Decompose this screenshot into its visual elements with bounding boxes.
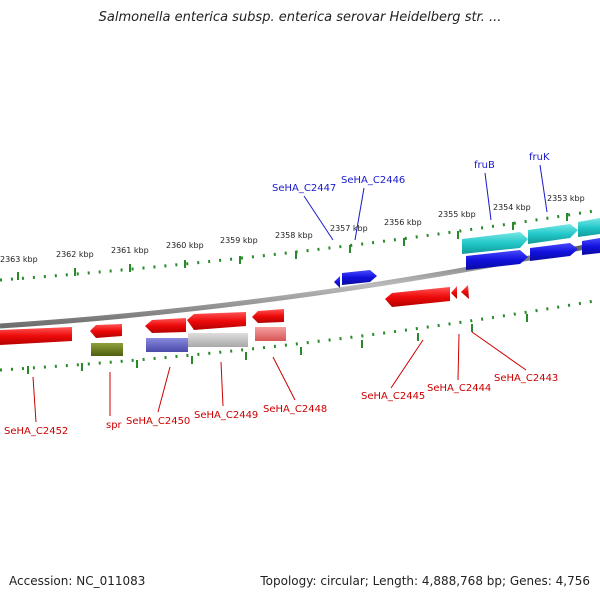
gene-arrow-SeHA_C2445[interactable] [385,287,450,307]
kbp-label: 2357 kbp [330,224,368,233]
kbp-label: 2353 kbp [547,194,585,203]
map-title: Salmonella enterica subsp. enterica sero… [98,10,502,25]
gene-label-spr[interactable]: spr [106,420,123,431]
gene-arrow-SeHA_C2443[interactable] [461,285,469,299]
gene-arrow-fruA-cyan[interactable] [578,218,600,237]
gene-arrow-SeHA_C2447[interactable] [334,276,340,288]
gene-arrow-fruA[interactable] [582,238,600,255]
gene-label-fruK[interactable]: fruK [529,152,550,163]
gene-arrow-SeHA_C2444[interactable] [451,286,457,299]
reverse-leader-lines [32,331,527,423]
gene-label-SeHA_C2443[interactable]: SeHA_C2443 [494,373,558,384]
gene-label-SeHA_C2444[interactable]: SeHA_C2444 [427,383,491,394]
kbp-label: 2355 kbp [438,210,476,219]
forward-genes[interactable] [334,218,600,288]
kbp-label: 2360 kbp [166,241,204,250]
reverse-genes[interactable] [0,285,469,356]
reverse-gene-labels: SeHA_C2452 spr SeHA_C2450 SeHA_C2449 SeHA_C2… [4,373,558,437]
gene-label-SeHA_C2445[interactable]: SeHA_C2445 [361,391,425,402]
gene-arrow-SeHA_C2452[interactable] [0,327,72,345]
gene-arrow-SeHA_C2450[interactable] [145,318,186,333]
kbp-label: 2363 kbp [0,255,38,264]
accession-text: Accession: NC_011083 [9,574,146,588]
gene-arrow-SeHA_C2448[interactable] [252,309,284,323]
gene-box-SeHA_C2450[interactable] [146,338,188,352]
gene-label-SeHA_C2448[interactable]: SeHA_C2448 [263,404,327,415]
kbp-label: 2356 kbp [384,218,422,227]
gene-label-SeHA_C2450[interactable]: SeHA_C2450 [126,416,190,427]
forward-major-ticks [17,213,568,280]
gene-label-SeHA_C2452[interactable]: SeHA_C2452 [4,426,68,437]
gene-arrow-fruK-cyan[interactable] [528,224,578,244]
gene-arrow-spr-red[interactable] [90,324,122,338]
gene-box-spr[interactable] [91,343,123,356]
reverse-major-ticks [27,314,528,374]
gene-label-fruB[interactable]: fruB [474,160,495,171]
kbp-label: 2362 kbp [56,250,94,259]
topology-summary: Topology: circular; Length: 4,888,768 bp… [260,574,590,588]
gene-arrow-SeHA_C2446[interactable] [342,270,377,285]
reverse-tick-track [0,298,600,372]
kbp-label: 2354 kbp [493,203,531,212]
forward-gene-labels: SeHA_C2447 SeHA_C2446 fruB fruK [272,152,550,194]
kbp-label: 2358 kbp [275,231,313,240]
gene-arrow-fruK[interactable] [530,243,578,261]
gene-box-SeHA_C2449[interactable] [188,333,248,347]
gene-label-SeHA_C2449[interactable]: SeHA_C2449 [194,410,258,421]
gene-arrow-fruB[interactable] [466,250,528,270]
gene-arrow-SeHA_C2449[interactable] [187,312,246,330]
forward-leader-lines [303,164,548,241]
gene-box-SeHA_C2448[interactable] [255,327,286,341]
gene-label-SeHA_C2446[interactable]: SeHA_C2446 [341,175,405,186]
gene-arrow-fruB-cyan[interactable] [462,232,528,254]
kbp-label: 2359 kbp [220,236,258,245]
kbp-labels: 2363 kbp 2362 kbp 2361 kbp 2360 kbp 2359 kbp… [0,194,585,264]
kbp-label: 2361 kbp [111,246,149,255]
gene-label-SeHA_C2447[interactable]: SeHA_C2447 [272,183,336,194]
